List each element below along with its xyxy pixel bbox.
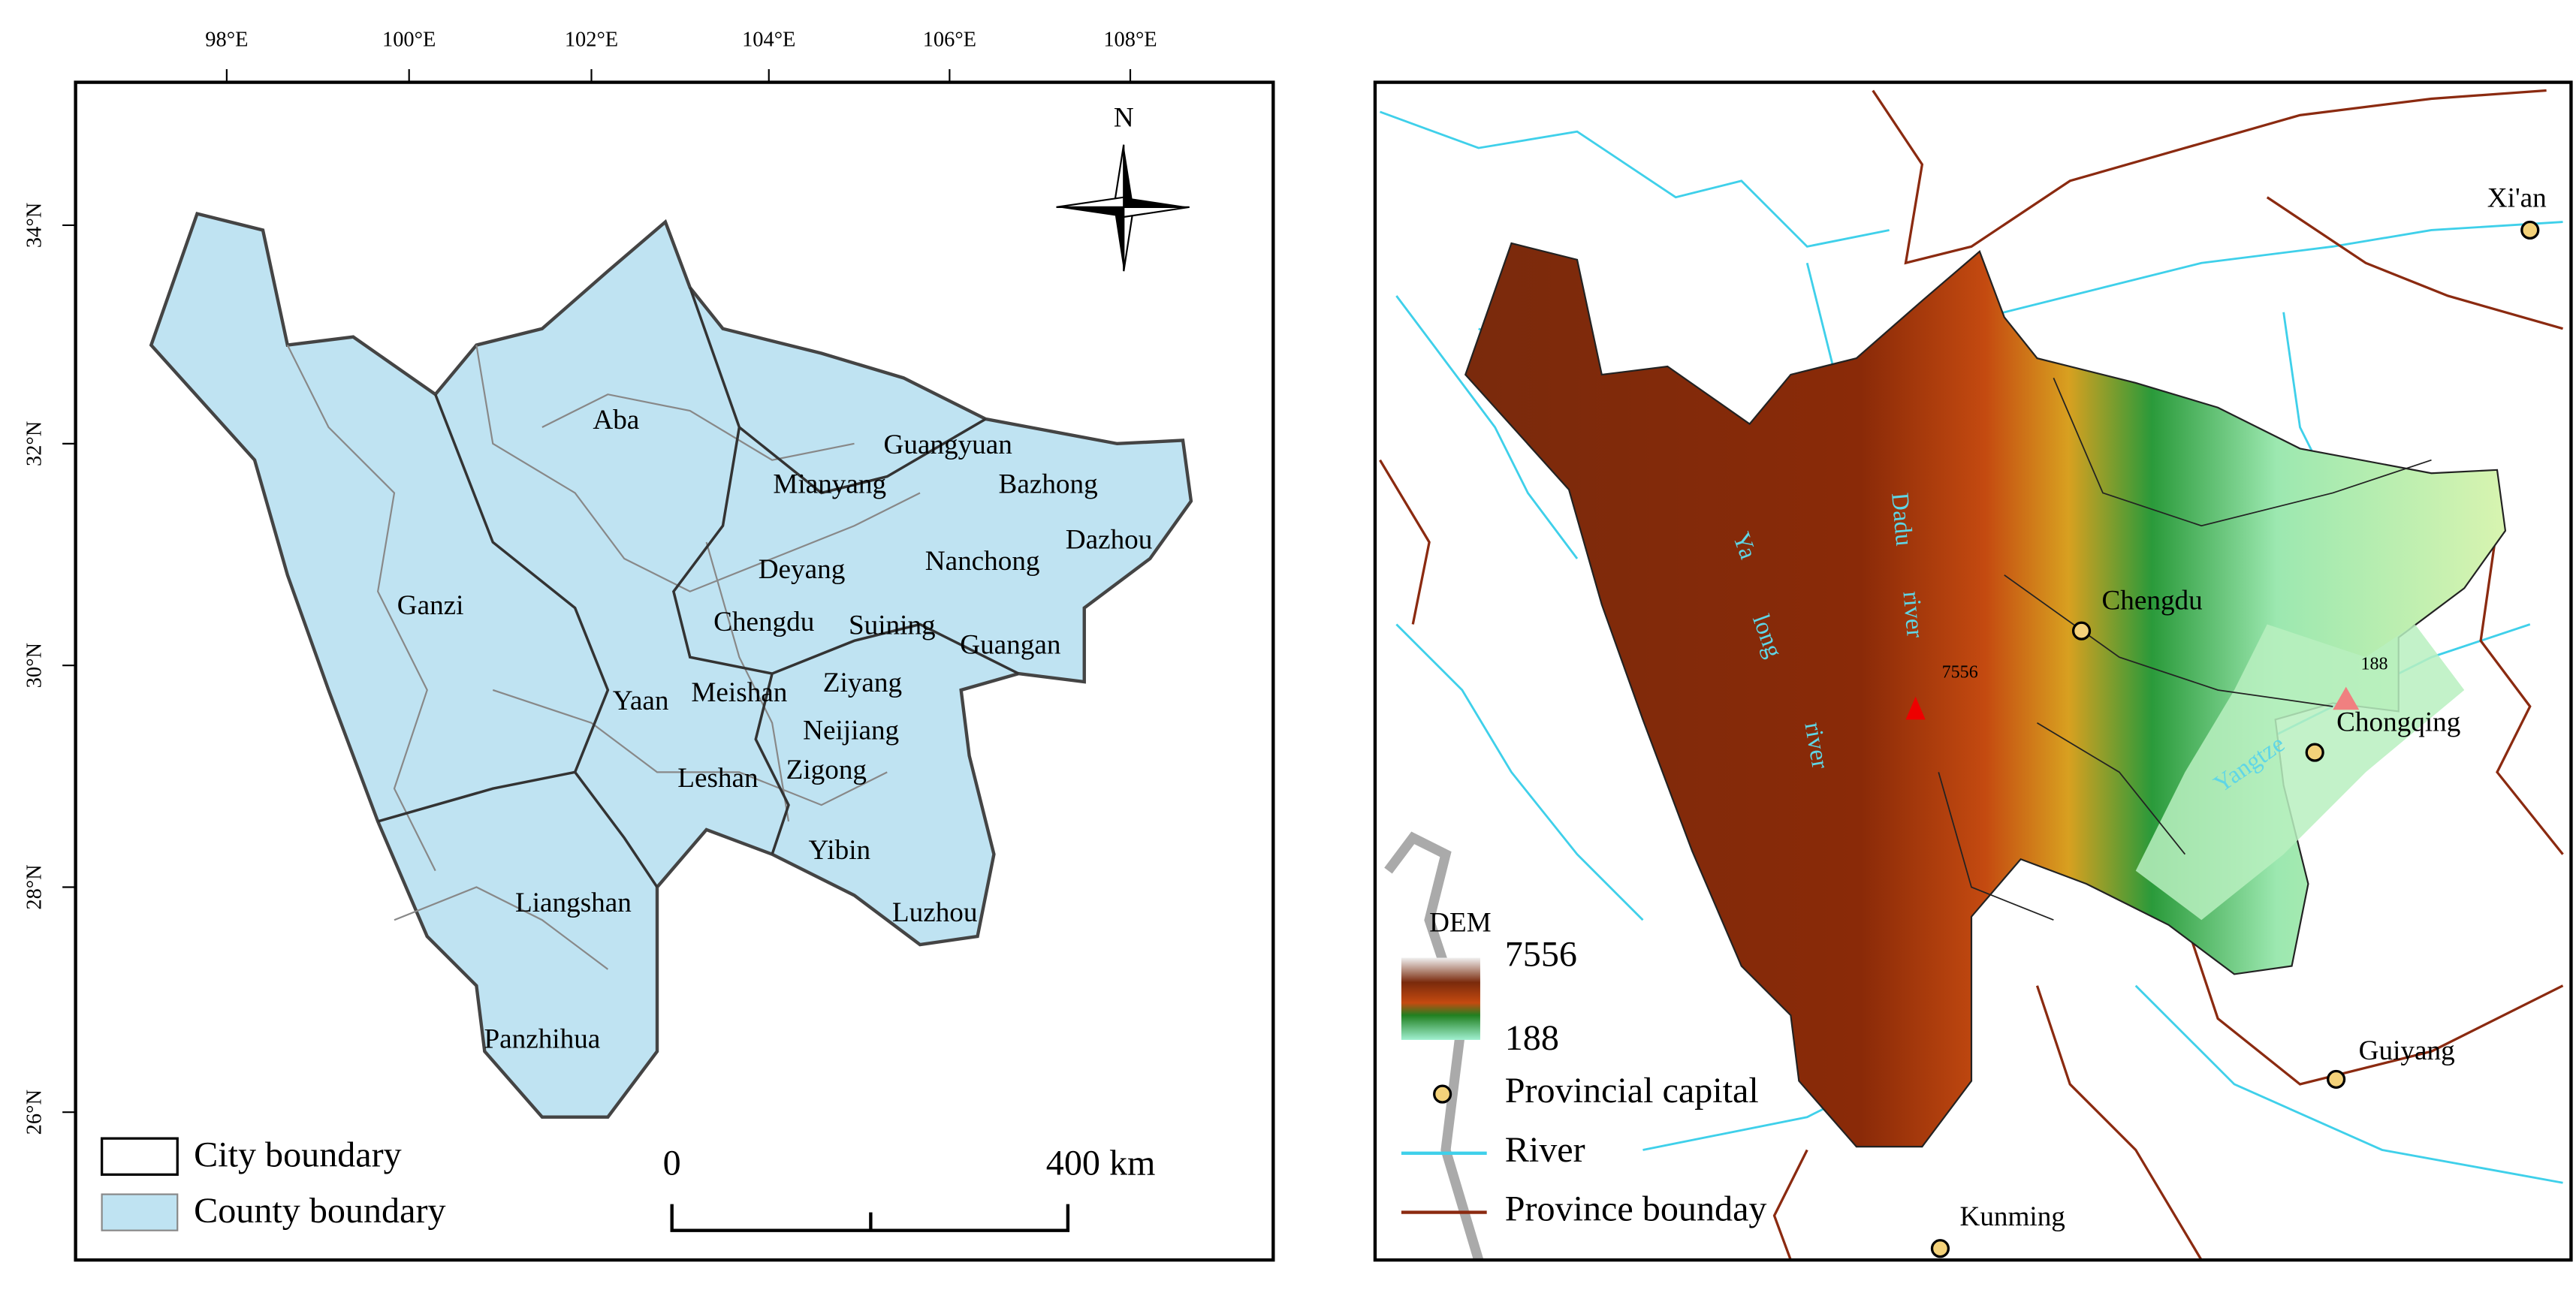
legend-label: County boundary bbox=[194, 1191, 445, 1231]
city-label: Panzhihua bbox=[484, 1024, 600, 1055]
river-label: river bbox=[1897, 590, 1928, 639]
city-label: Chengdu bbox=[713, 607, 814, 637]
city-label: Yibin bbox=[809, 835, 871, 866]
legend-max: 7556 bbox=[1505, 935, 1577, 975]
city-label: Guangan bbox=[960, 630, 1061, 661]
chongqing-area bbox=[2135, 624, 2465, 921]
longitude-label: 108°E bbox=[1103, 28, 1157, 51]
longitude-label: 98°E bbox=[205, 28, 248, 51]
legend-label: River bbox=[1505, 1130, 1585, 1170]
legend-ramp bbox=[1401, 957, 1480, 1040]
scale-bar bbox=[670, 1204, 1070, 1232]
city-boundaries bbox=[1938, 377, 2432, 921]
province-boundaries bbox=[1379, 89, 2564, 1261]
legend-swatch bbox=[1433, 1084, 1452, 1104]
city-label: Bazhong bbox=[999, 469, 1098, 499]
city-boundaries bbox=[377, 287, 1020, 888]
scale-label: 0 bbox=[663, 1143, 681, 1183]
city-label: Aba bbox=[593, 405, 639, 436]
capital-markers bbox=[1930, 220, 2540, 1258]
left-map: 98°E 100°E 102°E 104°E 106°E 108°E 34°N … bbox=[23, 28, 1275, 1262]
city-label: Guangyuan bbox=[884, 429, 1013, 460]
place-label: Guiyang bbox=[2359, 1035, 2455, 1066]
latitude-label: 32°N bbox=[23, 421, 47, 466]
city-label: Nanchong bbox=[925, 546, 1040, 577]
longitude-label: 102°E bbox=[565, 28, 618, 51]
river-label: Dadu bbox=[1886, 492, 1917, 547]
legend-label: Provincial capital bbox=[1505, 1071, 1759, 1111]
border bbox=[1384, 831, 1484, 1261]
city-label: Neijiang bbox=[803, 715, 899, 746]
legend-label: Province bounday bbox=[1505, 1189, 1767, 1229]
peak-label: 7556 bbox=[1942, 663, 1978, 683]
scale-label: 400 km bbox=[1046, 1143, 1156, 1183]
city-label: Suining bbox=[849, 610, 936, 640]
city-label: Yaan bbox=[613, 686, 669, 716]
longitude-label: 100°E bbox=[382, 28, 436, 51]
peak-label: 188 bbox=[2360, 655, 2387, 674]
city-label: Ganzi bbox=[397, 590, 464, 621]
city-label: Liangshan bbox=[515, 888, 632, 918]
city-label: Dazhou bbox=[1066, 525, 1153, 556]
place-label: Chongqing bbox=[2336, 707, 2460, 737]
place-label: Xi'an bbox=[2487, 183, 2547, 214]
right-map: 7556 188 Xi'an Chengdu Chongqing Guiyang… bbox=[1373, 80, 2573, 1262]
city-label: Deyang bbox=[759, 554, 846, 585]
legend-min: 188 bbox=[1505, 1018, 1559, 1058]
city-label: Ziyang bbox=[823, 668, 902, 698]
latitude-label: 28°N bbox=[23, 864, 47, 909]
legend-swatch bbox=[101, 1193, 179, 1231]
place-label: Kunming bbox=[1959, 1201, 2065, 1232]
latitude-label: 26°N bbox=[23, 1090, 47, 1135]
frame-border bbox=[1373, 80, 2573, 1262]
longitude-label: 106°E bbox=[923, 28, 976, 51]
peak-marker bbox=[1905, 696, 1926, 720]
city-label: Zigong bbox=[786, 755, 867, 785]
latitude-label: 34°N bbox=[23, 203, 47, 248]
longitude-label: 104°E bbox=[742, 28, 795, 51]
north-label: N bbox=[1114, 102, 1134, 133]
county-boundaries bbox=[286, 345, 921, 970]
north-arrow bbox=[1056, 144, 1190, 272]
city-label: Meishan bbox=[691, 677, 787, 708]
legend-swatch bbox=[100, 1137, 179, 1176]
latitude-label: 30°N bbox=[23, 643, 47, 688]
place-label: Chengdu bbox=[2102, 586, 2203, 616]
province-shape bbox=[149, 211, 1193, 1119]
city-label: Mianyang bbox=[773, 469, 886, 499]
city-label: Leshan bbox=[677, 763, 759, 794]
legend-title: DEM bbox=[1429, 907, 1492, 938]
city-label: Luzhou bbox=[892, 897, 978, 928]
low-marker bbox=[2333, 686, 2360, 710]
legend-label: City boundary bbox=[194, 1135, 402, 1174]
